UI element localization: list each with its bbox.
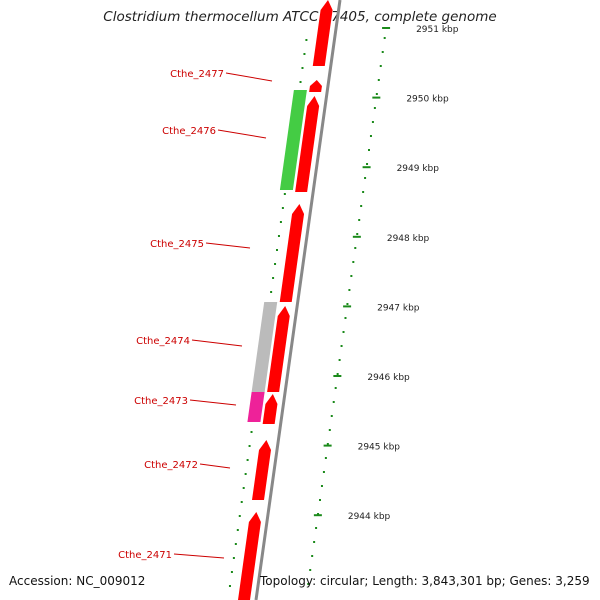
gene-leader-line	[173, 553, 225, 559]
scale-label: 2951 kbp	[416, 25, 459, 35]
scale-label: 2947 kbp	[377, 303, 420, 313]
cog-block-pink	[247, 392, 265, 422]
gene-leader-line	[189, 399, 237, 406]
backbone-line	[254, 0, 342, 600]
scale-label: 2949 kbp	[397, 164, 440, 174]
cog-block-green	[279, 90, 307, 190]
map-title: Clostridium thermocellum ATCC 27405, com…	[103, 9, 497, 25]
scale-label: 2948 kbp	[387, 234, 430, 244]
gene-arrow-cthe-2472	[252, 440, 271, 500]
gene-arrow-cthe-2477	[309, 80, 322, 92]
gene-leader-line	[199, 463, 231, 469]
inner-tick-ring	[307, 37, 386, 585]
gene-arrow-cthe-2476	[295, 96, 320, 192]
gene-arrow-top	[312, 0, 333, 66]
cog-block-gray	[251, 302, 278, 392]
gene-label: Cthe_2475	[150, 239, 204, 250]
gene-label: Cthe_2471	[118, 550, 172, 561]
gene-label: Cthe_2476	[162, 126, 216, 137]
gene-leader-line	[217, 129, 267, 139]
accession-label: Accession: NC_009012	[9, 574, 146, 588]
gene-track	[238, 0, 333, 600]
backbone-ring	[254, 0, 342, 600]
scale-label: 2945 kbp	[358, 443, 401, 453]
gene-arrow-cthe-2473	[262, 394, 278, 424]
scale-label: 2944 kbp	[348, 512, 391, 522]
gene-arrow-cthe-2474	[267, 306, 290, 392]
topology-label: Topology: circular; Length: 3,843,301 bp…	[260, 574, 590, 588]
gene-labels: Cthe_2477 Cthe_2476 Cthe_2475 Cthe_2474 Cthe…	[118, 69, 273, 561]
gene-label: Cthe_2477	[170, 69, 224, 80]
scale-label: 2950 kbp	[406, 95, 449, 105]
cog-track	[247, 90, 307, 422]
gene-leader-line	[205, 242, 251, 249]
scale-labels: 2951 kbp 2950 kbp 2949 kbp 2948 kbp 2947 kbp…	[313, 25, 459, 522]
gene-arrow-cthe-2475	[279, 204, 305, 302]
gene-leader-line	[191, 339, 243, 347]
gene-leader-line	[225, 72, 273, 82]
gene-arrow-cthe-2471	[238, 512, 261, 600]
gene-label: Cthe_2472	[144, 460, 198, 471]
gene-label: Cthe_2474	[136, 336, 190, 347]
gene-label: Cthe_2473	[134, 396, 188, 407]
scale-label: 2946 kbp	[367, 373, 410, 383]
